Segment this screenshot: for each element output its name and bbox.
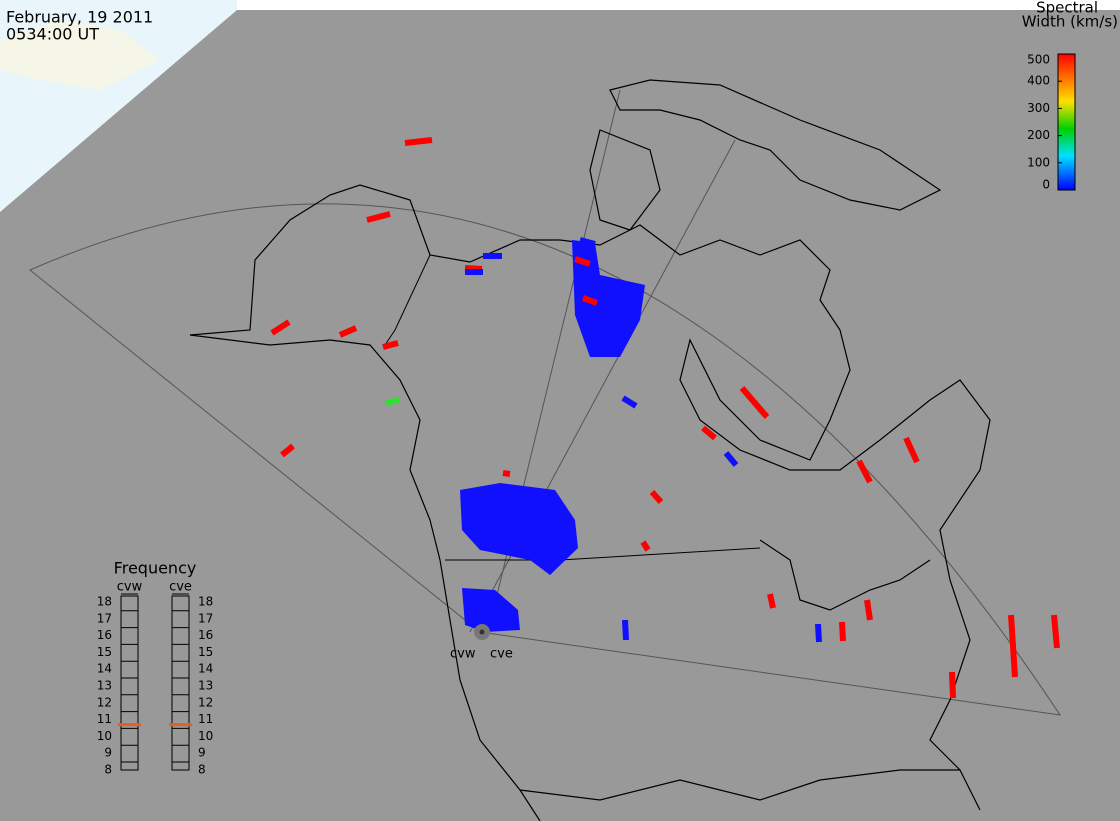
- time: 0534:00 UT: [6, 25, 99, 44]
- frequency-tick-label: 12: [198, 695, 213, 709]
- colorbar-title: Width (km/s): [1022, 13, 1118, 31]
- coastlines: [189, 79, 991, 821]
- cell: [856, 459, 873, 484]
- frequency-tick-label: 15: [97, 645, 112, 659]
- frequency-tick-label: 14: [97, 662, 112, 676]
- great-lakes: [759, 539, 931, 611]
- frequency-tick-label: 9: [104, 746, 112, 760]
- cell: [280, 443, 295, 458]
- echo-region: [462, 588, 520, 632]
- frequency-box: [120, 595, 139, 771]
- colorbar-title: Spectral: [1036, 0, 1098, 17]
- cell: [649, 489, 664, 505]
- cell: [767, 593, 776, 609]
- frequency-box: [171, 595, 190, 771]
- frequency-tick-label: 18: [198, 595, 213, 609]
- frequency-tick-label: 11: [198, 712, 213, 726]
- radar-name: cvw: [117, 580, 143, 595]
- frequency-tick-label: 15: [198, 645, 213, 659]
- fan-outline: [29, 203, 1062, 716]
- frequency-tick-label: 9: [198, 746, 206, 760]
- cell: [574, 256, 591, 267]
- radar-label: cve: [490, 647, 513, 662]
- radar-site: [479, 629, 485, 635]
- frequency-tick-label: 13: [97, 679, 112, 693]
- frequency-tick-label: 8: [198, 763, 206, 777]
- frequency-tick-label: 16: [198, 628, 213, 642]
- cell: [382, 340, 399, 350]
- island-coast: [589, 129, 661, 231]
- cell: [622, 619, 629, 641]
- coastline: [189, 334, 541, 821]
- radar-name: cve: [169, 580, 192, 595]
- colorbar-tick-label: 0: [1042, 178, 1050, 192]
- cell: [864, 599, 873, 621]
- frequency-tick-label: 8: [104, 763, 112, 777]
- cell: [581, 295, 599, 306]
- cell: [723, 451, 739, 467]
- cell: [404, 137, 433, 146]
- cell: [1008, 614, 1018, 678]
- frequency-tick-label: 10: [198, 729, 213, 743]
- cell: [839, 621, 846, 642]
- border-line: [384, 254, 431, 346]
- echo-region: [572, 240, 645, 357]
- colorbar-tick-label: 400: [1027, 74, 1050, 88]
- cell: [621, 395, 638, 409]
- cell: [366, 211, 391, 223]
- cell: [815, 623, 822, 643]
- colorbar-tick-label: 100: [1027, 155, 1050, 169]
- date: February, 19 2011: [6, 8, 153, 27]
- blue-cells: [465, 237, 822, 643]
- radar-label: cvw: [450, 647, 476, 662]
- frequency-tick-label: 17: [97, 611, 112, 625]
- cell: [739, 386, 770, 419]
- land-patch: [0, 20, 160, 90]
- greenland-coast: [609, 79, 942, 211]
- cell: [640, 540, 651, 552]
- map-background: [0, 10, 1120, 821]
- cell: [949, 671, 956, 699]
- cell: [502, 470, 511, 477]
- cell: [464, 265, 483, 272]
- cell: [701, 425, 717, 441]
- cell: [1051, 614, 1060, 649]
- colorbar: [1057, 53, 1076, 191]
- frequency-tick-label: 13: [198, 679, 213, 693]
- gulf-coast: [519, 769, 960, 801]
- cell: [903, 436, 920, 464]
- cell: [385, 397, 400, 406]
- frequency-title: Frequency: [114, 559, 197, 578]
- frequency-tick-label: 10: [97, 729, 112, 743]
- frequency-tick-label: 18: [97, 595, 112, 609]
- echo-region: [460, 483, 578, 575]
- radar-cells: [270, 137, 1060, 699]
- frequency-tick-label: 12: [97, 695, 112, 709]
- frequency-tick-label: 16: [97, 628, 112, 642]
- frequency-tick-label: 17: [198, 611, 213, 625]
- colorbar-tick-label: 300: [1027, 101, 1050, 115]
- cell: [579, 237, 596, 247]
- cell: [270, 319, 291, 336]
- frequency-tick-label: 14: [198, 662, 213, 676]
- frequency-tick-label: 11: [97, 712, 112, 726]
- colorbar-tick-label: 200: [1027, 128, 1050, 142]
- red-cells: [270, 137, 1060, 699]
- cell: [338, 325, 358, 338]
- colorbar-tick-label: 500: [1027, 53, 1050, 67]
